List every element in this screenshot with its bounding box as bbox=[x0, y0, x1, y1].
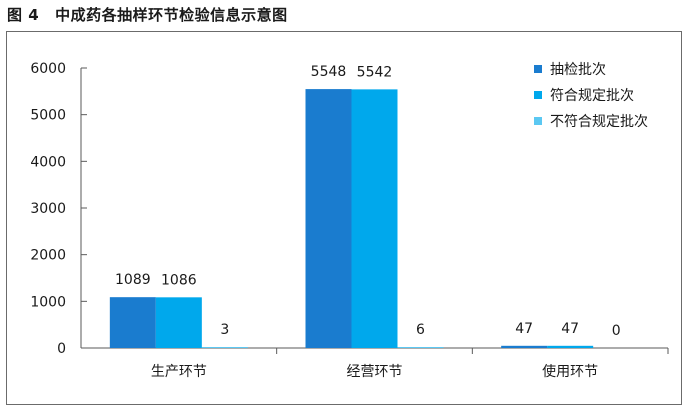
bar bbox=[109, 297, 156, 348]
y-tick-label: 6000 bbox=[30, 61, 66, 77]
legend-label: 不符合规定批次 bbox=[550, 114, 648, 130]
data-label: 1086 bbox=[161, 272, 197, 288]
legend-swatch bbox=[534, 91, 542, 99]
bar bbox=[155, 297, 202, 348]
figure-number: 图 4 bbox=[7, 6, 40, 24]
chart-bars bbox=[109, 89, 594, 349]
y-tick-label: 1000 bbox=[30, 294, 66, 310]
figure-title-text: 中成药各抽样环节检验信息示意图 bbox=[55, 6, 288, 24]
legend-label: 抽检批次 bbox=[550, 62, 606, 78]
y-tick-label: 5000 bbox=[30, 108, 66, 124]
y-tick-label: 3000 bbox=[30, 201, 66, 217]
bar bbox=[351, 89, 398, 348]
y-tick-label: 4000 bbox=[30, 154, 66, 170]
chart-frame bbox=[6, 31, 682, 405]
chart-data-labels: 1089 1086 3 5548 5542 6 47 47 0 bbox=[115, 64, 621, 339]
bar bbox=[201, 347, 248, 348]
data-label: 3 bbox=[220, 322, 229, 338]
bar bbox=[547, 345, 594, 348]
bar bbox=[305, 89, 352, 349]
data-label: 5542 bbox=[357, 64, 393, 80]
data-label: 1089 bbox=[115, 272, 151, 288]
legend-swatch bbox=[534, 117, 542, 125]
chart-axes: 0 1000 2000 3000 4000 5000 6000 生产环节 经营环节 使用环节 bbox=[30, 61, 669, 380]
bar bbox=[501, 345, 548, 348]
data-label: 47 bbox=[561, 321, 579, 337]
legend-label: 符合规定批次 bbox=[550, 88, 634, 104]
legend-swatch bbox=[534, 65, 542, 73]
bar bbox=[397, 347, 444, 348]
data-label: 6 bbox=[416, 322, 425, 338]
y-tick-label: 2000 bbox=[30, 248, 66, 264]
x-tick-label: 生产环节 bbox=[151, 364, 207, 380]
x-tick-label: 使用环节 bbox=[542, 363, 598, 380]
data-label: 47 bbox=[515, 321, 533, 337]
x-tick-label: 经营环节 bbox=[347, 364, 403, 380]
data-label: 5548 bbox=[311, 64, 347, 80]
y-tick-label: 0 bbox=[57, 341, 66, 357]
figure-title: 图 4 中成药各抽样环节检验信息示意图 bbox=[7, 3, 288, 27]
data-label: 0 bbox=[612, 323, 621, 339]
